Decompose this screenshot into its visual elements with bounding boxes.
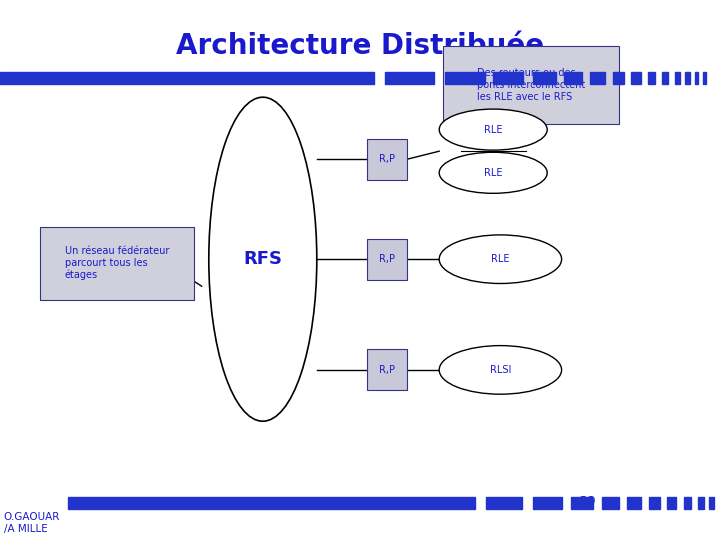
Bar [648,72,655,84]
Bar [486,497,522,509]
Bar [649,497,660,509]
Text: RLE: RLE [484,125,503,134]
Bar [385,72,434,84]
Bar [40,227,194,300]
Bar [684,497,691,509]
Text: RLSI: RLSI [490,365,511,375]
Text: 80: 80 [578,495,595,508]
Bar [571,497,593,509]
Bar [68,497,475,509]
Bar [698,497,704,509]
Ellipse shape [439,235,562,284]
Bar [709,497,714,509]
Bar [613,72,624,84]
Text: RFS: RFS [243,250,282,268]
Bar [367,349,407,390]
Bar [564,72,582,84]
Bar [0,72,374,84]
Bar [367,239,407,280]
Text: RLE: RLE [484,168,503,178]
Bar [685,72,690,84]
Bar [367,139,407,180]
Text: O.GAOUAR
/A MILLE: O.GAOUAR /A MILLE [4,512,60,534]
Bar [533,497,562,509]
Ellipse shape [439,109,547,150]
Text: RLE: RLE [491,254,510,264]
Text: Architecture Distribuée: Architecture Distribuée [176,32,544,60]
Ellipse shape [209,97,317,421]
Bar [443,46,619,124]
Bar [590,72,605,84]
Bar [631,72,641,84]
Text: R,P: R,P [379,254,395,264]
Bar [662,72,668,84]
Bar [445,72,485,84]
Ellipse shape [439,346,562,394]
Text: Des routeurs ou des
ponts interconnectent
les RLE avec le RFS: Des routeurs ou des ponts interconnecten… [477,69,585,102]
Text: Un réseau fédérateur
parcourt tous les
étages: Un réseau fédérateur parcourt tous les é… [65,246,169,280]
Bar [667,497,676,509]
Text: R,P: R,P [379,154,395,164]
Bar [602,497,619,509]
Bar [627,497,641,509]
Text: R,P: R,P [379,365,395,375]
Bar [703,72,706,84]
Bar [675,72,680,84]
Bar [533,72,556,84]
Bar [493,72,523,84]
Bar [695,72,698,84]
Ellipse shape [439,152,547,193]
